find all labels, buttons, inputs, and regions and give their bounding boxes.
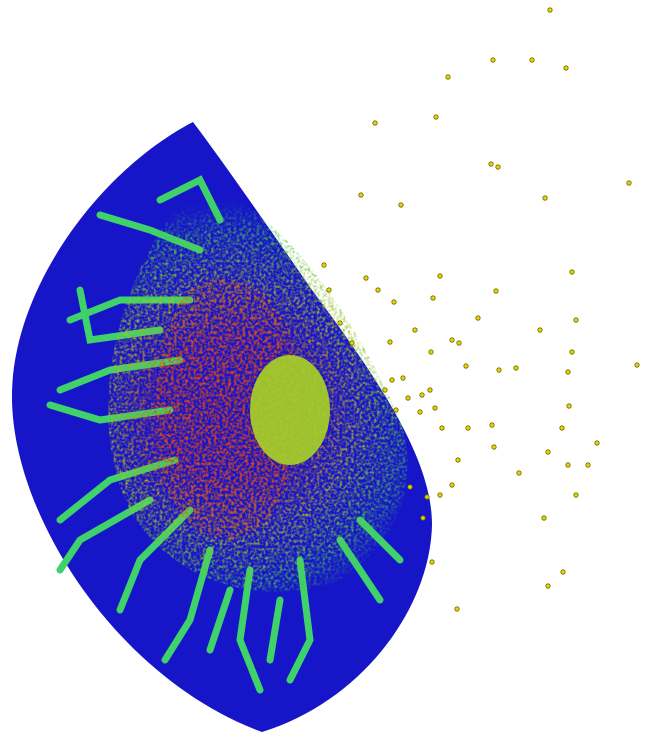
- particle: [530, 58, 534, 62]
- particle: [359, 193, 363, 197]
- particle: [627, 181, 631, 185]
- particle: [546, 584, 550, 588]
- particle: [464, 364, 468, 368]
- particle: [561, 570, 565, 574]
- particle: [399, 203, 403, 207]
- particle: [446, 75, 450, 79]
- particle: [548, 8, 552, 12]
- center-blob: [250, 355, 330, 465]
- particle: [489, 162, 493, 166]
- particle: [413, 328, 417, 332]
- particle: [595, 441, 599, 445]
- particle: [566, 463, 570, 467]
- particle: [390, 378, 394, 382]
- particle: [350, 341, 354, 345]
- particle: [421, 516, 425, 520]
- particle: [450, 483, 454, 487]
- particle: [338, 321, 342, 325]
- particle: [542, 516, 546, 520]
- particle: [543, 196, 547, 200]
- page: {}: [0, 0, 671, 736]
- particle: [574, 493, 578, 497]
- particle: [457, 341, 461, 345]
- particle: [383, 388, 387, 392]
- particle: [546, 450, 550, 454]
- particle: [574, 318, 578, 322]
- particle: [570, 270, 574, 274]
- particle: [514, 366, 518, 370]
- particle: [635, 363, 639, 367]
- particle: [490, 423, 494, 427]
- particle: [455, 607, 459, 611]
- particle: [430, 560, 434, 564]
- particle: [433, 406, 437, 410]
- particle: [376, 288, 380, 292]
- particle: [538, 328, 542, 332]
- particle: [392, 300, 396, 304]
- particle: [406, 396, 410, 400]
- particle: [373, 121, 377, 125]
- particle: [564, 66, 568, 70]
- particle: [425, 495, 429, 499]
- particle: [566, 370, 570, 374]
- particle: [401, 376, 405, 380]
- particle: [491, 58, 495, 62]
- particle: [327, 288, 331, 292]
- particle: [429, 350, 433, 354]
- particle: [438, 274, 442, 278]
- particle: [567, 404, 571, 408]
- particle: [438, 493, 442, 497]
- particle: [586, 463, 590, 467]
- particle: [431, 296, 435, 300]
- particle: [492, 445, 496, 449]
- particle: [394, 408, 398, 412]
- visualization: [0, 0, 671, 736]
- particle: [420, 393, 424, 397]
- particle: [476, 316, 480, 320]
- particle: [440, 426, 444, 430]
- particle: [517, 471, 521, 475]
- particle: [560, 426, 564, 430]
- particle: [466, 426, 470, 430]
- particle: [364, 276, 368, 280]
- particle: [434, 115, 438, 119]
- particle: [496, 165, 500, 169]
- particle: [494, 289, 498, 293]
- particle: [388, 340, 392, 344]
- particle: [418, 410, 422, 414]
- particle: [428, 388, 432, 392]
- particle: [322, 263, 326, 267]
- particle: [450, 338, 454, 342]
- particle: [408, 485, 412, 489]
- particle: [497, 368, 501, 372]
- particle: [456, 458, 460, 462]
- particle: [570, 350, 574, 354]
